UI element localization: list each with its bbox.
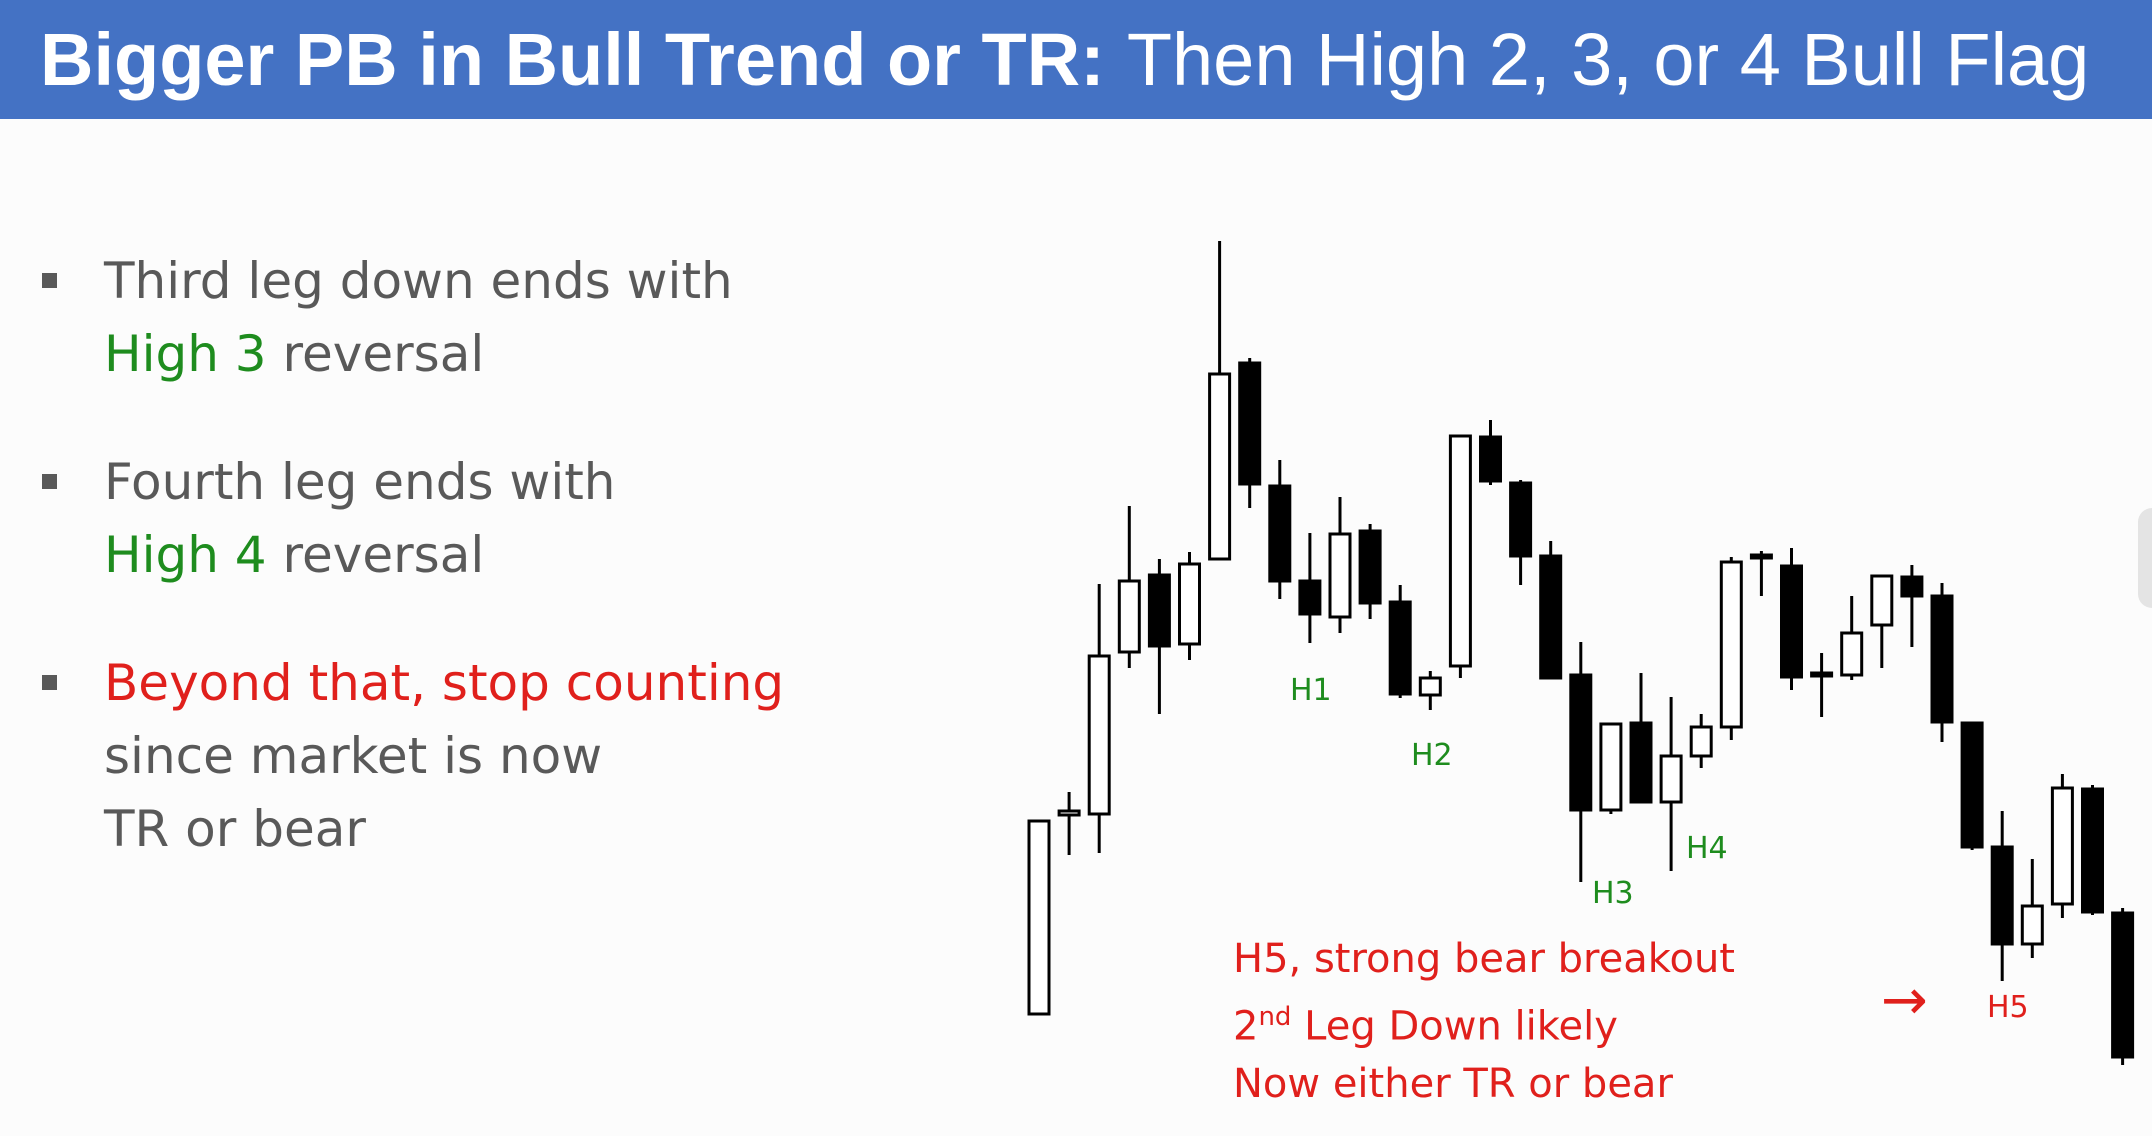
bullet-line: High 4 reversal xyxy=(104,519,940,592)
bullet-line: since market is now xyxy=(104,727,603,785)
bullet-text: reversal xyxy=(282,526,485,584)
bullet-list: Third leg down ends with High 3 reversal… xyxy=(40,245,940,921)
bull-candle-body xyxy=(1870,574,1894,627)
bull-candle-body xyxy=(1178,562,1201,646)
bear-candle-body xyxy=(1629,721,1653,804)
bullet-item-third-leg: Third leg down ends with High 3 reversal xyxy=(40,245,940,391)
slide-title-bar: Bigger PB in Bull Trend or TR: Then High… xyxy=(0,0,2152,119)
bear-candle-body xyxy=(1298,579,1322,616)
bull-candle-body xyxy=(2050,786,2074,906)
bull-candle-body xyxy=(1659,754,1683,804)
bear-candle-body xyxy=(1780,564,1803,679)
label-h4: H4 xyxy=(1686,831,1728,866)
bull-candle-body xyxy=(1328,532,1352,619)
note-line-3: Now either TR or bear xyxy=(1233,1061,1673,1108)
bear-candle-body xyxy=(1539,554,1563,680)
label-h5: H5 xyxy=(1987,990,2029,1025)
bull-candle-body xyxy=(1840,631,1864,677)
note-line-1: H5, strong bear breakout xyxy=(1233,936,1735,982)
bear-candle-body xyxy=(2111,911,2135,1059)
bear-candle-body xyxy=(1238,361,1262,486)
bull-candle-body xyxy=(1057,809,1081,817)
bear-candle-body xyxy=(1990,845,2014,946)
bear-candle-body xyxy=(1960,721,1984,849)
bear-candle-body xyxy=(1268,484,1292,583)
bullet-line: High 3 reversal xyxy=(104,318,940,391)
note-ordinal-suffix: nd xyxy=(1258,1002,1292,1032)
bullet-line: Fourth leg ends with xyxy=(104,453,616,511)
label-h1: H1 xyxy=(1290,673,1332,708)
square-bullet-icon xyxy=(42,273,57,288)
bear-candle-body xyxy=(1479,435,1502,483)
bullet-line: Third leg down ends with xyxy=(104,252,733,310)
red-highlight: Beyond that, stop counting xyxy=(104,654,785,712)
bull-candle-body xyxy=(1749,553,1773,560)
bull-candle-body xyxy=(1689,725,1713,758)
title-normal-part: Then High 2, 3, or 4 Bull Flag xyxy=(1126,18,2090,101)
bear-candle-body xyxy=(1358,529,1382,605)
bull-candle-body xyxy=(1418,676,1442,697)
green-highlight: High 3 xyxy=(104,325,267,383)
bear-candle-body xyxy=(1388,600,1412,696)
bull-candle-body xyxy=(1117,579,1141,654)
note-line-2-text: Leg Down likely xyxy=(1291,1003,1618,1050)
bull-candle-body xyxy=(1599,722,1623,812)
label-h3: H3 xyxy=(1592,876,1634,911)
note-ordinal-number: 2 xyxy=(1233,1003,1259,1050)
note-line-2: 2nd Leg Down likely xyxy=(1233,988,1735,1055)
title-bold-part: Bigger PB in Bull Trend or TR: xyxy=(40,18,1105,101)
bull-candle-body xyxy=(1208,372,1232,561)
side-scroll-tab[interactable] xyxy=(2138,508,2152,608)
candles-group xyxy=(1027,241,2135,1065)
label-h2: H2 xyxy=(1411,738,1453,773)
square-bullet-icon xyxy=(42,675,57,690)
bullet-item-stop-counting: Beyond that, stop counting since market … xyxy=(40,647,940,866)
bear-candle-body xyxy=(2081,787,2104,914)
bear-candle-body xyxy=(1509,481,1533,558)
bull-candle-body xyxy=(1810,671,1834,678)
green-highlight: High 4 xyxy=(104,526,267,584)
bear-candle-body xyxy=(1569,673,1593,812)
bull-candle-body xyxy=(1448,434,1472,668)
bull-candle-body xyxy=(1087,654,1111,816)
red-arrow-icon: → xyxy=(1881,968,1928,1033)
bull-candle-body xyxy=(2020,904,2044,946)
bullet-text: reversal xyxy=(282,325,485,383)
bear-candle-body xyxy=(1147,573,1171,648)
bear-candle-body xyxy=(1900,575,1924,598)
square-bullet-icon xyxy=(42,474,57,489)
bull-candle-body xyxy=(1027,819,1051,1016)
bullet-line: TR or bear xyxy=(104,800,366,858)
annotation-note: H5, strong bear breakout 2nd Leg Down li… xyxy=(1233,930,1735,1113)
bull-candle-body xyxy=(1719,560,1743,729)
bullet-item-fourth-leg: Fourth leg ends with High 4 reversal xyxy=(40,446,940,592)
bear-candle-body xyxy=(1930,594,1954,724)
